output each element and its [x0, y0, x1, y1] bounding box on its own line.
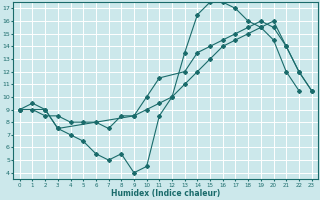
X-axis label: Humidex (Indice chaleur): Humidex (Indice chaleur) — [111, 189, 220, 198]
